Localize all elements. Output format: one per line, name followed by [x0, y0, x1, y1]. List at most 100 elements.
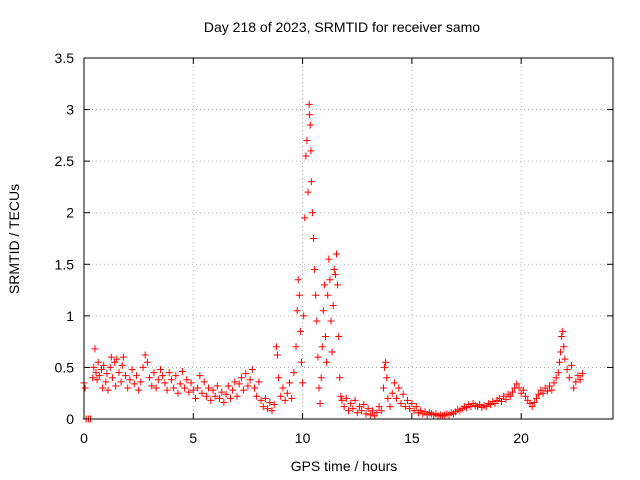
- data-point: [377, 407, 385, 415]
- data-point: [220, 398, 228, 406]
- data-point: [559, 327, 567, 335]
- data-point: [146, 374, 154, 382]
- data-point: [113, 355, 121, 363]
- data-point: [93, 376, 101, 384]
- data-point: [307, 147, 315, 155]
- data-point: [209, 386, 217, 394]
- data-point: [103, 370, 111, 378]
- data-point: [257, 396, 265, 404]
- x-tick-label: 0: [80, 430, 88, 446]
- data-point: [313, 317, 321, 325]
- data-point: [362, 410, 370, 418]
- data-point: [216, 394, 224, 402]
- data-point: [301, 214, 309, 222]
- data-point: [157, 365, 165, 373]
- data-point: [318, 343, 326, 351]
- data-point: [159, 372, 167, 380]
- data-point: [502, 395, 510, 403]
- data-point: [148, 382, 156, 390]
- data-point: [395, 384, 403, 392]
- data-point: [305, 100, 313, 108]
- data-point: [97, 365, 105, 373]
- data-point: [130, 380, 138, 388]
- data-point: [141, 351, 149, 359]
- data-point: [244, 382, 252, 390]
- data-point: [386, 403, 394, 411]
- data-point: [202, 392, 210, 400]
- data-point: [294, 276, 302, 284]
- data-point: [299, 379, 307, 387]
- data-point: [563, 365, 571, 373]
- data-point: [224, 382, 232, 390]
- y-tick-label: 1.5: [55, 256, 75, 272]
- data-point: [229, 386, 237, 394]
- data-point: [567, 361, 575, 369]
- data-point: [118, 361, 126, 369]
- data-point: [513, 380, 521, 388]
- data-point: [235, 380, 243, 388]
- data-point: [176, 380, 184, 388]
- data-point: [397, 400, 405, 408]
- data-point: [530, 398, 538, 406]
- data-point: [355, 403, 363, 411]
- data-point: [172, 372, 180, 380]
- data-point: [330, 265, 338, 273]
- data-point: [314, 353, 322, 361]
- data-point: [332, 250, 340, 258]
- data-point: [135, 386, 143, 394]
- data-point: [306, 111, 314, 119]
- data-point: [406, 405, 414, 413]
- data-point: [317, 374, 325, 382]
- grid: [84, 58, 613, 419]
- data-point: [574, 372, 582, 380]
- data-point: [81, 384, 89, 392]
- data-point: [104, 386, 112, 394]
- data-point: [322, 332, 330, 340]
- data-point: [554, 369, 562, 377]
- data-point: [191, 394, 199, 402]
- data-point: [233, 392, 241, 400]
- data-point: [347, 400, 355, 408]
- y-axis-label: SRMTID / TECUs: [6, 184, 22, 294]
- data-point: [285, 379, 293, 387]
- data-point: [548, 386, 556, 394]
- data-point: [384, 394, 392, 402]
- data-point: [99, 384, 107, 392]
- x-tick-label: 10: [295, 430, 311, 446]
- data-point: [324, 291, 332, 299]
- data-point: [100, 361, 108, 369]
- data-point: [315, 384, 323, 392]
- data-point: [369, 407, 377, 415]
- data-point: [522, 392, 530, 400]
- data-point: [161, 379, 169, 387]
- data-point: [94, 358, 102, 366]
- data-point: [316, 400, 324, 408]
- data-point: [381, 363, 389, 371]
- data-point: [539, 389, 547, 397]
- chart-title: Day 218 of 2023, SRMTID for receiver sam…: [204, 19, 480, 35]
- data-point: [326, 276, 334, 284]
- data-point: [379, 384, 387, 392]
- data-point: [242, 370, 250, 378]
- data-point: [124, 384, 132, 392]
- data-point: [334, 281, 342, 289]
- data-point: [300, 312, 308, 320]
- data-point: [251, 384, 259, 392]
- y-tick-label: 2: [66, 205, 74, 221]
- y-tick-label: 3.5: [55, 50, 75, 66]
- data-point: [292, 343, 300, 351]
- data-point: [578, 370, 586, 378]
- data-point: [196, 372, 204, 380]
- data-point: [126, 376, 134, 384]
- data-point: [189, 386, 197, 394]
- data-point: [349, 405, 357, 413]
- data-point: [259, 403, 267, 411]
- y-tick-label: 1: [66, 308, 74, 324]
- data-point: [302, 152, 310, 160]
- data-point: [170, 384, 178, 392]
- data-point: [336, 374, 344, 382]
- data-point: [279, 384, 287, 392]
- data-point: [329, 302, 337, 310]
- data-point: [338, 396, 346, 404]
- data-point: [546, 382, 554, 390]
